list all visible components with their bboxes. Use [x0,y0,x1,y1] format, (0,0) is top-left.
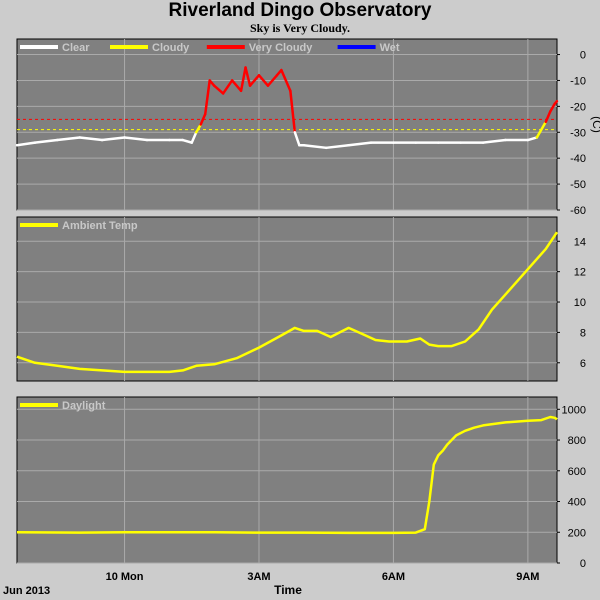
sky-temp-segment [302,143,328,150]
sky-temp-segment [56,136,81,142]
sky-temp-segment [221,79,234,95]
sky-temp-segment [526,136,539,142]
sky-temp-segment [257,74,270,87]
sky-temp-segment [181,138,194,144]
sky-temp-segment [190,131,198,144]
sky-temp-segment [212,84,225,95]
ytick-label-ambient: 14 [574,236,586,248]
ytick-label-ambient: 6 [580,358,586,370]
sky-temp-segment [78,136,104,142]
sky-temp-segment [15,141,37,147]
sky-status-subtitle: Sky is Very Cloudy. [249,21,351,35]
ytick-label-sky: -40 [570,153,586,165]
sky-temp-segment [289,89,297,134]
xtick-label: 10 Mon [106,571,144,583]
ytick-label-ambient: 12 [574,267,586,279]
sky-temp-segment [248,74,261,87]
legend-label-ambient: Ambient Temp [62,220,138,232]
legend-label-sky: Clear [62,42,90,54]
legend-label-sky: Wet [380,42,400,54]
panel-sky [16,38,558,211]
sky-temp-segment [553,99,559,106]
page-title: Riverland Dingo Observatory [168,0,432,21]
ytick-label-sky: -60 [570,205,586,217]
sky-temp-segment [549,102,557,113]
ytick-label-ambient: 8 [580,327,586,339]
sky-temp-segment [293,131,301,147]
sky-temp-segment [123,136,149,142]
panel-daylight [16,396,558,564]
ambient-series-line [16,231,559,374]
sky-temp-segment [239,66,247,93]
sky-temp-segment [481,138,507,144]
panel-ambient [16,216,558,382]
xtick-label: 9AM [516,571,539,583]
xtick-label: 3AM [247,571,270,583]
sky-temp-segment [544,110,552,124]
sky-temp-segment [324,143,350,150]
sky-temp-segment [195,123,202,134]
sky-temp-segment [266,74,279,87]
x-axis-date-label: Jun 2013 [3,585,50,597]
sky-temp-segment [33,138,59,144]
ytick-label-daylight: 400 [568,497,586,509]
ytick-label-sky: -10 [570,75,586,87]
ytick-label-sky: 0 [580,50,586,62]
sky-temp-segment [535,120,548,139]
sky-temp-segment [230,79,243,93]
ytick-label-daylight: 800 [568,435,586,447]
sky-temp-segment [280,68,292,93]
legend-label-daylight: Daylight [62,400,106,412]
legend-label-sky: Cloudy [152,42,190,54]
xtick-label: 6AM [382,571,405,583]
ytick-label-daylight: 1000 [562,404,586,416]
sky-temp-segment [347,141,373,147]
ytick-label-daylight: 200 [568,527,586,539]
x-axis-label: Time [274,583,302,597]
ytick-label-sky: -50 [570,179,586,191]
ytick-label-sky: -20 [570,101,586,113]
ytick-label-daylight: 0 [580,558,586,570]
ylabel-sky: (C) [590,116,600,133]
sky-temp-segment [203,79,211,116]
daylight-series-line [16,415,558,535]
sky-temp-segment [199,112,207,126]
sky-temp-segment [100,136,126,142]
sky-temp-segment [244,66,252,87]
ytick-label-ambient: 10 [574,297,586,309]
legend-label-sky: Very Cloudy [249,42,313,54]
ytick-label-daylight: 600 [568,466,586,478]
ytick-label-sky: -30 [570,127,586,139]
